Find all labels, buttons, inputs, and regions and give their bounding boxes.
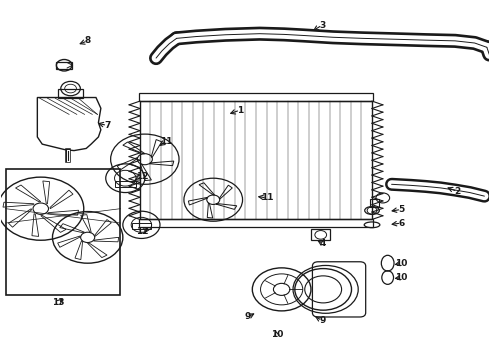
Text: 10: 10 [395, 273, 408, 282]
Bar [139, 220, 373, 227]
Text: 4: 4 [320, 239, 326, 248]
Text: 2: 2 [454, 187, 461, 196]
Text: 11: 11 [160, 137, 172, 146]
Text: 10: 10 [395, 259, 408, 268]
Text: 12: 12 [136, 228, 148, 237]
Text: 9: 9 [245, 312, 251, 321]
Bar [312, 229, 330, 240]
Bar [369, 199, 379, 207]
Text: 13: 13 [52, 298, 65, 307]
Bar [56, 62, 72, 69]
Bar [58, 89, 83, 98]
Text: 5: 5 [398, 205, 404, 214]
Bar [132, 224, 151, 229]
Text: 3: 3 [319, 21, 325, 30]
Bar [5, 169, 121, 296]
Text: 8: 8 [85, 36, 91, 45]
Text: 10: 10 [270, 330, 283, 339]
Text: 1: 1 [237, 105, 243, 114]
Text: 12: 12 [136, 172, 148, 181]
Bar [139, 93, 373, 101]
Bar [140, 101, 372, 220]
Text: 11: 11 [261, 193, 273, 202]
Text: 6: 6 [398, 219, 404, 228]
Text: 7: 7 [104, 121, 110, 130]
Text: 9: 9 [319, 316, 325, 325]
Bar [115, 181, 136, 187]
